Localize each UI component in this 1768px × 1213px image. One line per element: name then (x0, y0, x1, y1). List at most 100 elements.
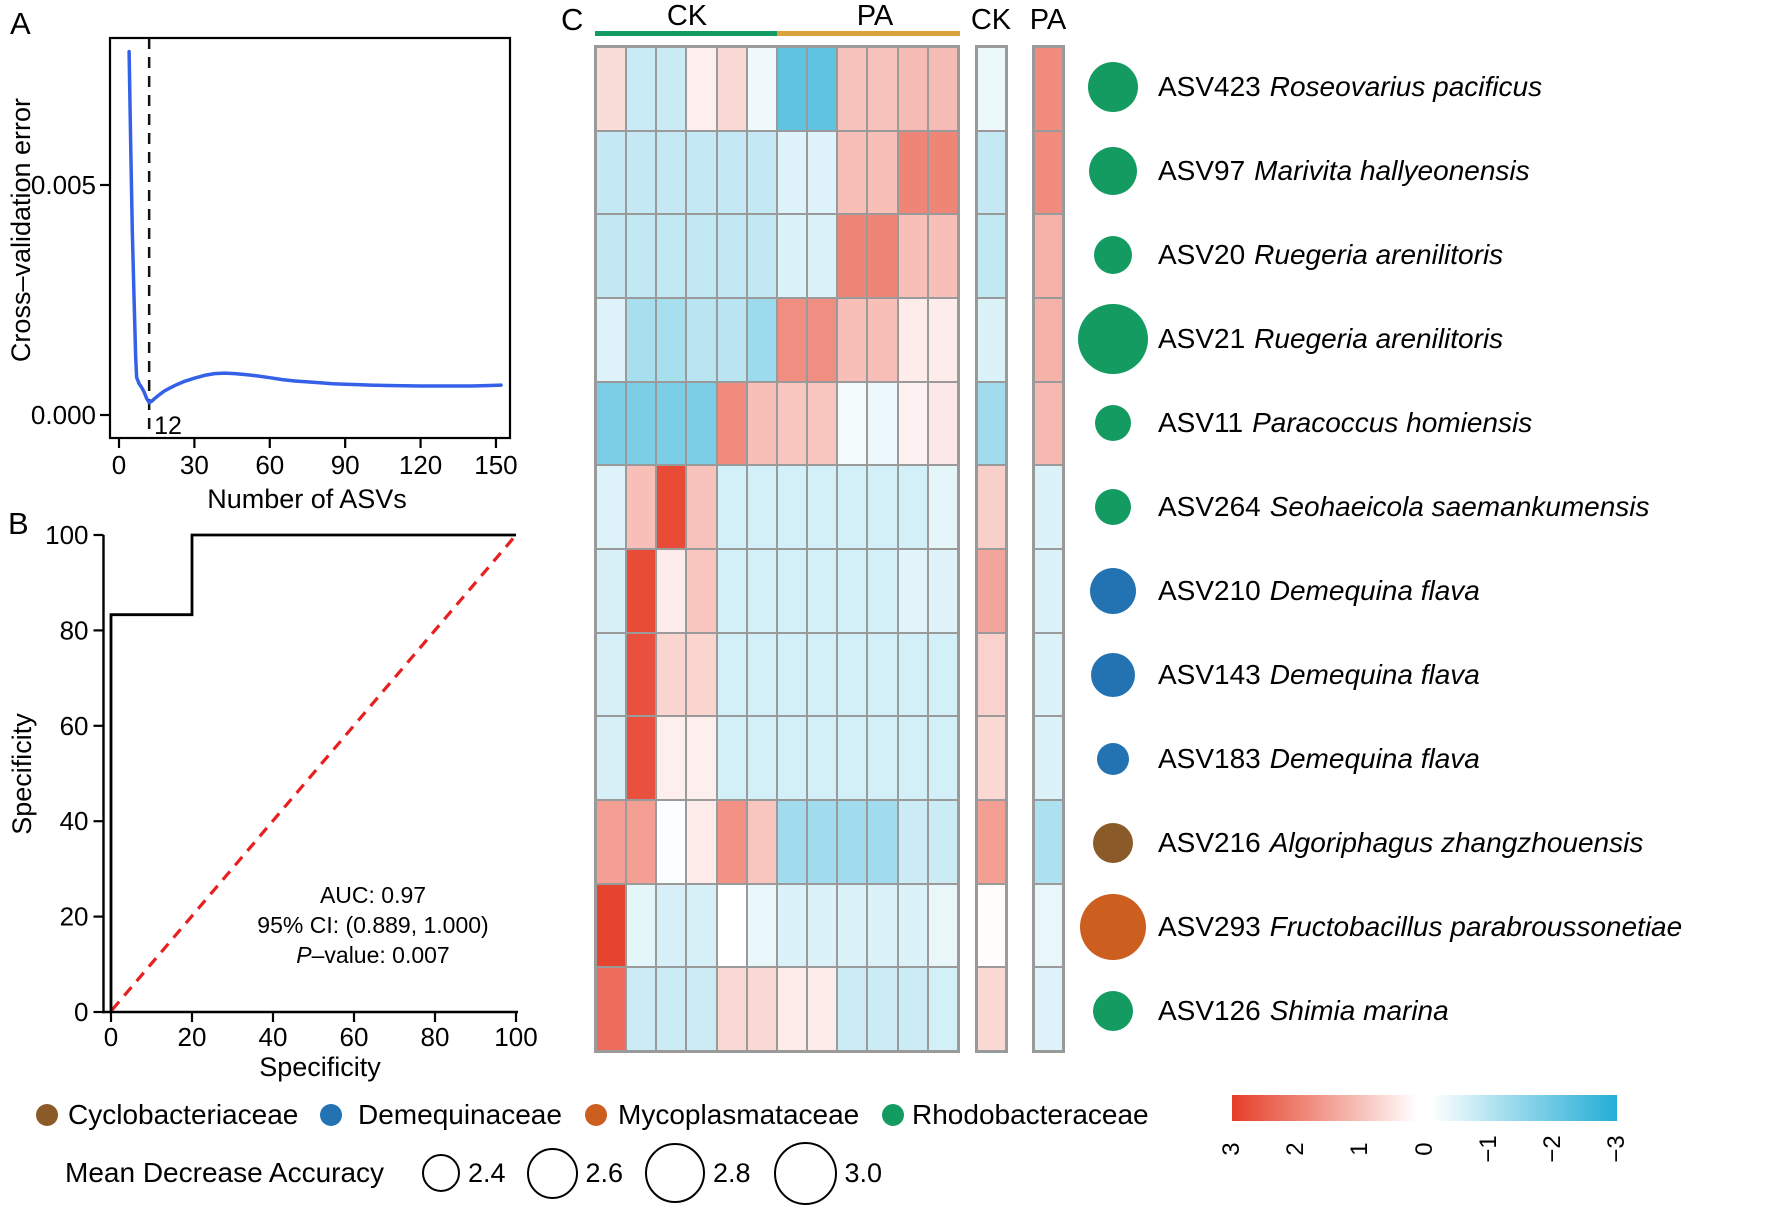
mda-size-value: 3.0 (844, 1158, 883, 1188)
heatmap-cell (656, 214, 687, 298)
heatmap-cell (807, 967, 838, 1051)
heatmap-cell (746, 883, 777, 968)
panel-a-x-tick-label: 90 (331, 450, 360, 480)
heatmap-cell (626, 632, 657, 717)
mda-size-value: 2.4 (468, 1158, 506, 1188)
panel-a-x-tick-label: 150 (474, 450, 517, 480)
panel-b-y-axis-title: Specificity (7, 713, 37, 835)
heatmap-pa-cell (1034, 130, 1063, 215)
heatmap-cell (807, 297, 838, 382)
heatmap-ck-cell (977, 967, 1006, 1051)
heatmap-cell (927, 548, 958, 633)
asv-label: ASV264 Seohaeicola saemankumensis (1158, 491, 1650, 522)
heatmap-cell (626, 130, 657, 215)
heatmap-pa-cell (1034, 632, 1063, 717)
asv-label: ASV21 Ruegeria arenilitoris (1158, 323, 1504, 354)
heatmap-cell (716, 381, 747, 466)
panel-b-y-tick-label: 40 (60, 806, 89, 836)
auc-value: AUC: 0.97 (319, 882, 427, 908)
heatmap-cell (686, 799, 717, 884)
roc-step-curve (109, 533, 516, 1012)
heatmap-cell (656, 799, 687, 884)
heatmap-ck-cell (977, 883, 1006, 968)
heatmap-cell (897, 716, 928, 800)
heatmap-cell (656, 381, 687, 466)
heatmap-cell (776, 548, 808, 633)
heatmap-cell (746, 214, 777, 298)
heatmap-cell (656, 47, 687, 131)
ck-group-underline (595, 31, 777, 36)
heatmap-cell (867, 381, 898, 466)
panel-a-y-tick-label: 0.005 (31, 170, 96, 200)
heatmap-cell (867, 130, 898, 215)
optimal-asv-count-label: 12 (154, 412, 182, 440)
family-color-dot (882, 1104, 904, 1126)
heatmap-cell (927, 47, 958, 131)
heatmap-cell (776, 297, 808, 382)
panel-b-y-tick-label: 60 (60, 711, 89, 741)
panel-a-x-axis-title: Number of ASVs (207, 484, 407, 514)
panel-a-y-axis-title: Cross–validation error (6, 97, 36, 363)
pa-group-underline (777, 31, 960, 36)
heatmap-cell (596, 47, 627, 131)
heatmap-cell (837, 47, 868, 131)
heatmap-cell (897, 214, 928, 298)
panel-b-x-tick-label: 0 (104, 1022, 118, 1052)
heatmap-cell (837, 799, 868, 884)
heatmap-cell (807, 130, 838, 215)
heatmap-ck-cell (977, 297, 1006, 382)
panel-b-x-tick-label: 40 (259, 1022, 288, 1052)
heatmap-cell (596, 214, 627, 298)
heatmap-cell (686, 465, 717, 549)
heatmap-cell (626, 967, 657, 1051)
heatmap-cell (626, 214, 657, 298)
heatmap-cell (596, 883, 627, 968)
heatmap-cell (656, 297, 687, 382)
heatmap-cell (897, 883, 928, 968)
heatmap-cell (746, 799, 777, 884)
asv-mda-dot (1090, 568, 1136, 614)
asv-label: ASV216 Algoriphagus zhangzhouensis (1158, 827, 1644, 858)
panel-b-x-tick-label: 100 (494, 1022, 537, 1052)
asv-mda-dot (1088, 62, 1138, 112)
summary-col-label-pa: PA (1029, 4, 1067, 36)
heatmap-cell (776, 381, 808, 466)
heatmap-cell (927, 883, 958, 968)
heatmap-cell (897, 381, 928, 466)
heatmap-cell (807, 716, 838, 800)
asv-label: ASV210 Demequina flava (1158, 575, 1480, 606)
family-legend-label: Mycoplasmataceae (618, 1099, 860, 1130)
asv-label: ASV97 Marivita hallyeonensis (1158, 155, 1530, 186)
heatmap-cell (776, 883, 808, 968)
heatmap-cell (626, 716, 657, 800)
heatmap-cell (837, 967, 868, 1051)
heatmap-ck-cell (977, 799, 1006, 884)
heatmap-ck-cell (977, 632, 1006, 717)
heatmap-cell (897, 548, 928, 633)
heatmap-cell (716, 130, 747, 215)
heatmap-group-label-ck: CK (666, 0, 708, 32)
ci-value: 95% CI: (0.889, 1.000) (257, 912, 489, 938)
colorbar-tick-label: 1 (1346, 1142, 1374, 1156)
asv-label: ASV126 Shimia marina (1158, 995, 1449, 1026)
family-legend-label: Rhodobacteraceae (912, 1099, 1149, 1130)
heatmap-cell (716, 465, 747, 549)
heatmap-cell (716, 799, 747, 884)
heatmap-cell (867, 465, 898, 549)
asv-label: ASV11 Paracoccus homiensis (1158, 407, 1533, 438)
heatmap-cell (807, 632, 838, 717)
heatmap-pa-cell (1034, 883, 1063, 968)
heatmap-cell (776, 799, 808, 884)
heatmap-cell (867, 47, 898, 131)
heatmap-cell (716, 548, 747, 633)
panel-a-x-tick-label: 120 (399, 450, 442, 480)
family-legend-label: Demequinaceae (358, 1099, 562, 1130)
heatmap-cell (837, 883, 868, 968)
heatmap-cell (837, 381, 868, 466)
heatmap-cell (626, 883, 657, 968)
panel-b-x-tick-label: 80 (421, 1022, 450, 1052)
heatmap-cell (746, 548, 777, 633)
heatmap-pa-cell (1034, 799, 1063, 884)
heatmap-cell (716, 214, 747, 298)
